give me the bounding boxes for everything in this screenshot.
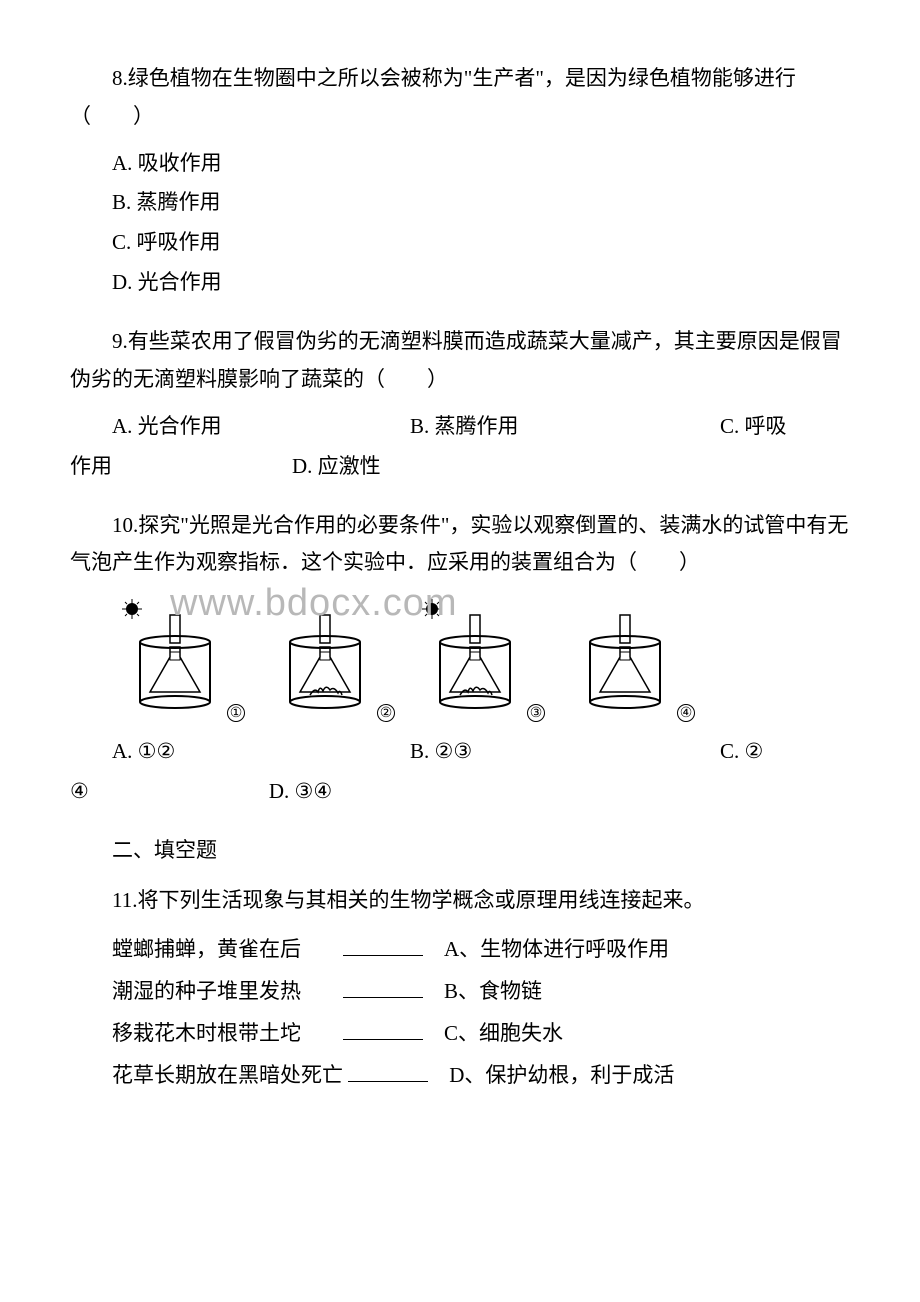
beaker-2-svg [260,597,390,717]
blank-2 [343,977,423,998]
question-10: 10.探究"光照是光合作用的必要条件"，实验以观察倒置的、装满水的试管中有无气泡… [70,507,850,812]
diagram-4-label: ④ [677,704,695,722]
q11-row2: 潮湿的种子堆里发热 B、食物链 [70,970,850,1012]
q9-option-d: D. 应激性 [292,454,381,478]
diagram-2-label: ② [377,704,395,722]
q11-row1-left: 螳螂捕蝉，黄雀在后 [112,937,301,961]
diagram-4: ④ [560,597,690,717]
q9-option-c-part1: C. 呼吸 [720,414,787,438]
q11-row3-left: 移栽花木时根带土坨 [112,1021,301,1045]
q8-option-a: A. 吸收作用 [70,144,850,184]
diagram-2: ② [260,597,390,717]
q8-option-d: D. 光合作用 [70,263,850,303]
beaker-1-svg [110,597,240,717]
q11-row1: 螳螂捕蝉，黄雀在后 A、生物体进行呼吸作用 [70,928,850,970]
q11-row4: 花草长期放在黑暗处死亡 D、保护幼根，利于成活 [70,1054,850,1096]
q11-row2-left: 潮湿的种子堆里发热 [112,979,301,1003]
beaker-3-svg [410,597,540,717]
q9-option-a: A. 光合作用 [70,407,410,447]
question-9: 9.有些菜农用了假冒伪劣的无滴塑料膜而造成蔬菜大量减产，其主要原因是假冒伪劣的无… [70,323,850,486]
q11-text: 11.将下列生活现象与其相关的生物学概念或原理用线连接起来。 [70,882,850,920]
q10-option-b: B. ②③ [410,732,720,772]
blank-3 [343,1019,423,1040]
beaker-4-svg [560,597,690,717]
q9-options-line2: 作用 D. 应激性 [70,447,850,487]
q10-option-c-part1: C. ② [720,739,763,763]
diagram-3-label: ③ [527,704,545,722]
question-11: 11.将下列生活现象与其相关的生物学概念或原理用线连接起来。 螳螂捕蝉，黄雀在后… [70,882,850,1096]
blank-1 [343,935,423,956]
q11-row4-right: D、保护幼根，利于成活 [449,1063,674,1087]
diagram-1-label: ① [227,704,245,722]
q11-row3-right: C、细胞失水 [444,1021,563,1045]
q10-option-a: A. ①② [70,732,410,772]
q9-option-c-part2: 作用 [70,454,112,478]
section-2-title: 二、填空题 [70,832,850,870]
q8-text: 8.绿色植物在生物圈中之所以会被称为"生产者"，是因为绿色植物能够进行（ ） [70,60,850,136]
q9-option-b: B. 蒸腾作用 [410,407,720,447]
q11-row4-left: 花草长期放在黑暗处死亡 [112,1063,343,1087]
q9-options: A. 光合作用B. 蒸腾作用C. 呼吸 [70,407,850,447]
q8-option-c: C. 呼吸作用 [70,223,850,263]
q10-option-c-part2: ④ [70,779,89,803]
q10-options: A. ①②B. ②③C. ② [70,732,850,772]
q10-options-line2: ④ D. ③④ [70,772,850,812]
blank-4 [348,1061,428,1082]
q11-row2-right: B、食物链 [444,979,542,1003]
q10-text: 10.探究"光照是光合作用的必要条件"，实验以观察倒置的、装满水的试管中有无气泡… [70,507,850,583]
question-8: 8.绿色植物在生物圈中之所以会被称为"生产者"，是因为绿色植物能够进行（ ） A… [70,60,850,303]
q8-option-b: B. 蒸腾作用 [70,183,850,223]
q11-row1-right: A、生物体进行呼吸作用 [444,937,669,961]
diagram-3: ③ [410,597,540,717]
diagram-1: ① [110,597,240,717]
q10-option-d: D. ③④ [269,779,332,803]
q9-text: 9.有些菜农用了假冒伪劣的无滴塑料膜而造成蔬菜大量减产，其主要原因是假冒伪劣的无… [70,323,850,399]
q10-diagrams: www.bdocx.com [110,597,850,717]
q11-row3: 移栽花木时根带土坨 C、细胞失水 [70,1012,850,1054]
